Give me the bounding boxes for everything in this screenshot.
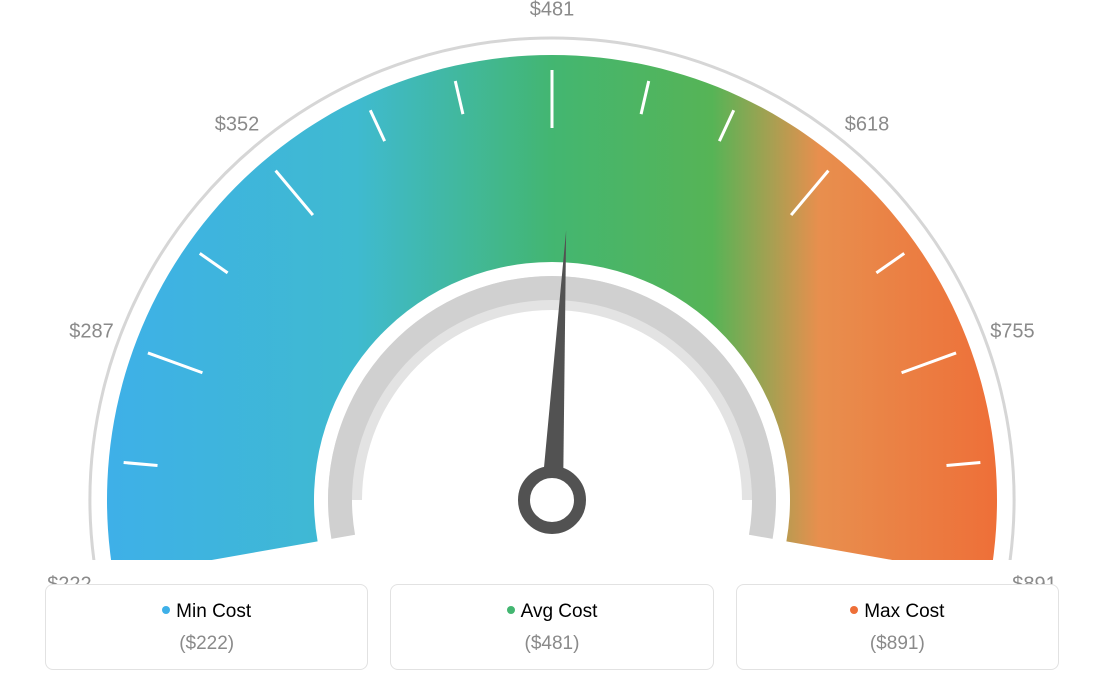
legend-card-max: Max Cost ($891) [736,584,1059,670]
dot-icon [162,606,170,614]
dot-icon [850,606,858,614]
gauge-tick-label: $352 [215,113,260,136]
gauge-tick-label: $481 [530,0,575,22]
gauge-svg [0,0,1104,560]
legend-title-avg: Avg Cost [401,601,702,623]
legend-value-min: ($222) [56,633,357,655]
legend-title-max: Max Cost [747,601,1048,623]
legend-value-avg: ($481) [401,633,702,655]
legend-title-min: Min Cost [56,601,357,623]
legend-card-min: Min Cost ($222) [45,584,368,670]
dot-icon [507,606,515,614]
gauge-tick-label: $618 [845,113,890,136]
legend-title-text: Avg Cost [521,601,598,622]
gauge-tick-label: $287 [69,321,114,344]
legend-title-text: Min Cost [176,601,251,622]
legend-row: Min Cost ($222) Avg Cost ($481) Max Cost… [0,584,1104,670]
legend-card-avg: Avg Cost ($481) [390,584,713,670]
legend-value-max: ($891) [747,633,1048,655]
legend-title-text: Max Cost [864,601,944,622]
gauge-area: $222$287$352$481$618$755$891 [0,0,1104,560]
gauge-tick-label: $755 [990,321,1035,344]
cost-gauge-widget: $222$287$352$481$618$755$891 Min Cost ($… [0,0,1104,690]
